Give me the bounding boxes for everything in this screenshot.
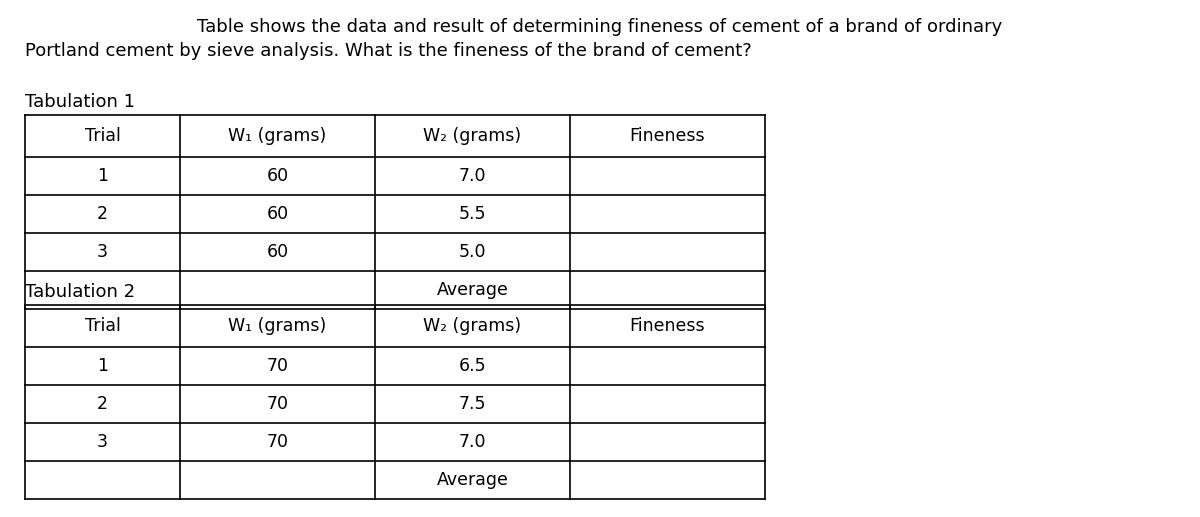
Text: W₁ (grams): W₁ (grams) [228,127,326,145]
Text: 2: 2 [97,205,108,223]
Text: Average: Average [437,471,509,489]
Text: 3: 3 [97,433,108,451]
Text: 2: 2 [97,395,108,413]
Text: 60: 60 [266,167,288,185]
Text: Trial: Trial [84,127,120,145]
Text: W₁ (grams): W₁ (grams) [228,317,326,335]
Text: 60: 60 [266,205,288,223]
Text: Trial: Trial [84,317,120,335]
Text: Tabulation 1: Tabulation 1 [25,93,134,111]
Text: Table shows the data and result of determining fineness of cement of a brand of : Table shows the data and result of deter… [197,18,1003,36]
Text: W₂ (grams): W₂ (grams) [424,317,522,335]
Text: 6.5: 6.5 [458,357,486,375]
Text: W₂ (grams): W₂ (grams) [424,127,522,145]
Text: 3: 3 [97,243,108,261]
Text: 5.5: 5.5 [458,205,486,223]
Text: 60: 60 [266,243,288,261]
Text: 70: 70 [266,433,288,451]
Text: 1: 1 [97,357,108,375]
Text: Portland cement by sieve analysis. What is the fineness of the brand of cement?: Portland cement by sieve analysis. What … [25,42,751,60]
Text: 7.5: 7.5 [458,395,486,413]
Text: 7.0: 7.0 [458,167,486,185]
Text: 70: 70 [266,357,288,375]
Text: 70: 70 [266,395,288,413]
Text: Fineness: Fineness [630,317,706,335]
Text: 7.0: 7.0 [458,433,486,451]
Text: Fineness: Fineness [630,127,706,145]
Text: Average: Average [437,281,509,299]
Text: Tabulation 2: Tabulation 2 [25,283,136,301]
Text: 5.0: 5.0 [458,243,486,261]
Text: 1: 1 [97,167,108,185]
